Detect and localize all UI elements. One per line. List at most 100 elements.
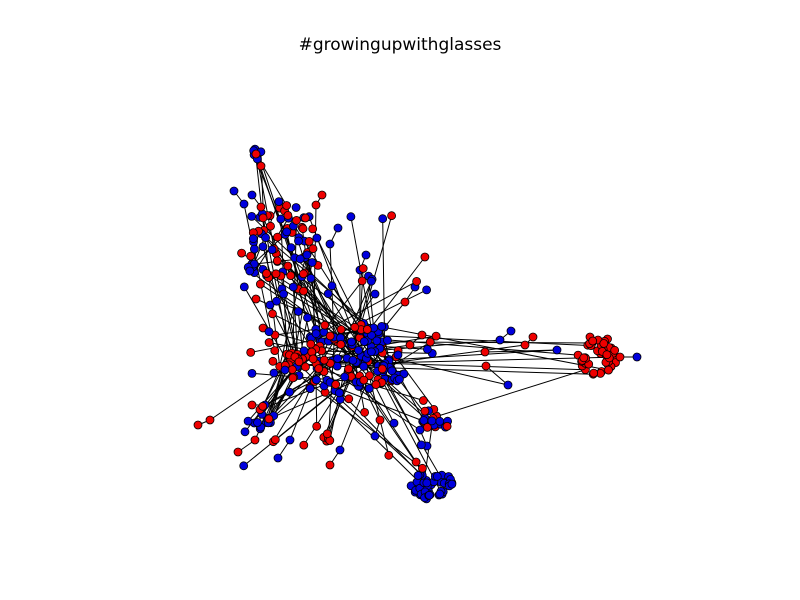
graph-node bbox=[273, 232, 282, 242]
graph-node bbox=[416, 440, 426, 450]
graph-node bbox=[503, 380, 513, 390]
graph-node bbox=[286, 243, 296, 253]
graph-node bbox=[237, 248, 247, 258]
graph-node bbox=[256, 202, 266, 212]
graph-node bbox=[274, 197, 284, 207]
graph-node bbox=[251, 149, 261, 159]
graph-node bbox=[239, 199, 249, 209]
graph-node bbox=[285, 435, 295, 445]
graph-node bbox=[602, 350, 612, 360]
graph-node bbox=[334, 388, 344, 398]
graph-node bbox=[288, 373, 298, 383]
graph-node bbox=[447, 479, 457, 489]
graph-edge bbox=[243, 203, 276, 351]
graph-edge bbox=[285, 356, 621, 366]
graph-node bbox=[417, 330, 427, 340]
graph-node bbox=[247, 190, 257, 200]
graph-node bbox=[307, 258, 317, 267]
graph-node bbox=[506, 326, 516, 336]
graph-node bbox=[312, 233, 322, 243]
graph-node bbox=[299, 440, 309, 450]
graph-node bbox=[306, 273, 316, 283]
graph-node bbox=[239, 461, 249, 471]
graph-node bbox=[299, 286, 309, 296]
graph-node bbox=[243, 416, 253, 426]
graph-node bbox=[394, 374, 404, 384]
graph-node bbox=[358, 264, 368, 273]
graph-node bbox=[427, 416, 437, 426]
graph-node bbox=[435, 416, 445, 426]
graph-node bbox=[344, 364, 354, 374]
graph-node bbox=[258, 242, 268, 252]
graph-node bbox=[400, 297, 410, 307]
graph-node bbox=[255, 279, 265, 289]
graph-node bbox=[282, 201, 292, 210]
graph-node bbox=[366, 276, 376, 286]
graph-node bbox=[335, 445, 345, 455]
graph-node bbox=[246, 347, 256, 357]
graph-edge bbox=[291, 220, 297, 370]
figure-title: #growingupwithglasses bbox=[298, 35, 502, 55]
graph-node bbox=[327, 281, 337, 291]
graph-node bbox=[610, 345, 620, 355]
graph-node bbox=[442, 421, 452, 431]
graph-node bbox=[359, 337, 369, 347]
graph-node bbox=[325, 239, 335, 249]
graph-edge bbox=[371, 334, 592, 347]
graph-node bbox=[292, 215, 301, 225]
graph-node bbox=[280, 365, 290, 375]
graph-node bbox=[348, 355, 358, 365]
graph-node bbox=[283, 261, 293, 271]
graph-node bbox=[291, 203, 301, 212]
graph-node bbox=[283, 210, 293, 220]
graph-node bbox=[417, 463, 427, 473]
graph-node bbox=[411, 457, 421, 467]
graph-node bbox=[370, 289, 380, 299]
graph-node bbox=[258, 213, 268, 223]
graph-node bbox=[340, 372, 350, 382]
graph-edge bbox=[339, 399, 423, 476]
graph-node bbox=[552, 345, 562, 355]
graph-edge bbox=[298, 375, 423, 469]
graph-node bbox=[272, 296, 282, 306]
graph-node bbox=[193, 420, 203, 430]
graph-node bbox=[320, 320, 330, 330]
graph-node bbox=[247, 211, 257, 221]
graph-node bbox=[331, 380, 341, 389]
graph-node bbox=[268, 356, 278, 366]
graph-node bbox=[301, 362, 310, 372]
graph-node bbox=[323, 289, 333, 299]
graph-node bbox=[365, 371, 374, 381]
graph-node bbox=[303, 313, 312, 323]
graph-node bbox=[294, 357, 304, 367]
graph-node bbox=[354, 345, 363, 355]
graph-edge bbox=[256, 158, 275, 249]
graph-edge bbox=[262, 217, 323, 343]
graph-node bbox=[362, 325, 372, 334]
graph-node bbox=[312, 421, 322, 431]
graph-node bbox=[319, 355, 329, 365]
graph-node bbox=[480, 347, 490, 357]
graph-node bbox=[261, 233, 271, 243]
graph-node bbox=[269, 368, 279, 378]
graph-node bbox=[253, 418, 262, 427]
graph-node bbox=[302, 250, 312, 260]
graph-node bbox=[267, 245, 277, 255]
graph-node bbox=[279, 289, 289, 299]
graph-node bbox=[370, 431, 380, 441]
graph-node bbox=[268, 309, 277, 319]
graph-node bbox=[372, 336, 382, 346]
graph-node bbox=[422, 285, 432, 295]
graph-node bbox=[375, 415, 385, 425]
graph-node bbox=[233, 447, 243, 457]
graph-node bbox=[384, 450, 394, 460]
graph-node bbox=[599, 339, 609, 348]
graph-node bbox=[251, 294, 261, 304]
graph-node bbox=[240, 427, 250, 437]
graph-node bbox=[285, 387, 294, 397]
graph-node bbox=[287, 365, 297, 375]
graph-node bbox=[300, 213, 310, 223]
graph-node bbox=[308, 354, 318, 364]
